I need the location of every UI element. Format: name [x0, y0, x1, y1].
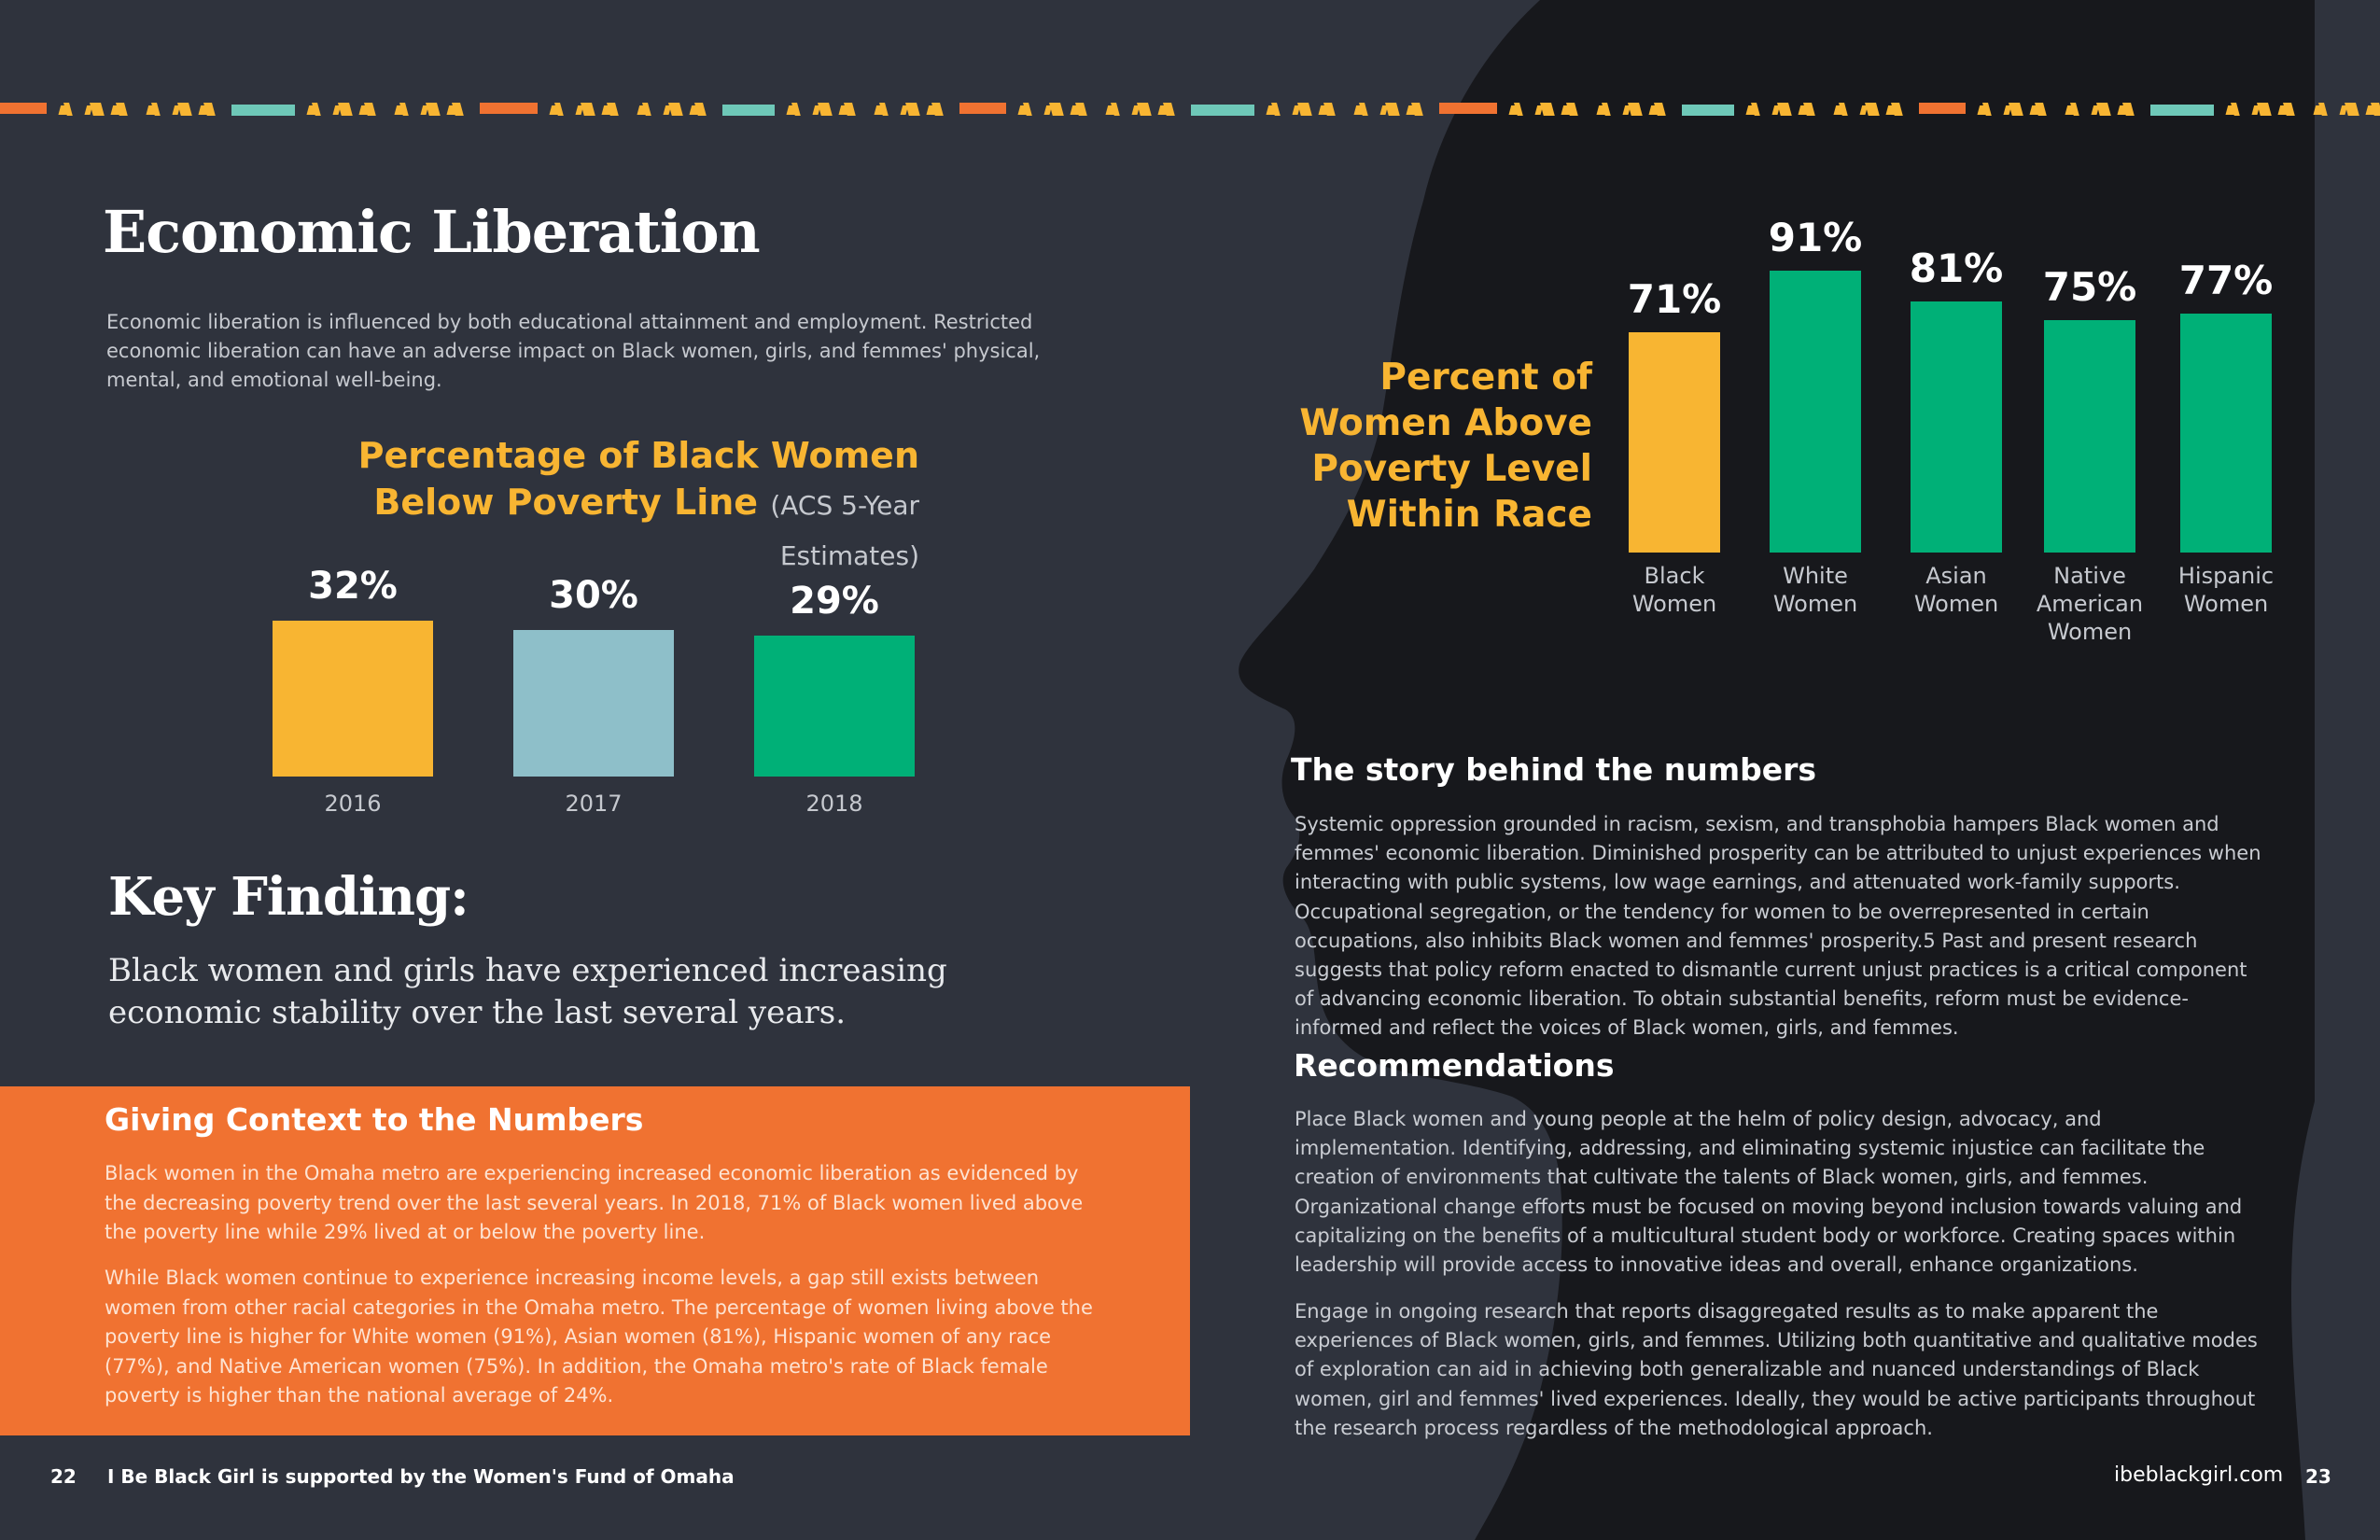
context-box: [0, 1086, 1190, 1435]
recommendations-paragraph-2: Engage in ongoing research that reports …: [1295, 1300, 2258, 1439]
chart1-title: Percentage of Black Women Below Poverty …: [233, 432, 919, 580]
chart1-title-line2: Below Poverty Line: [373, 482, 759, 523]
chart2-title-line3: Poverty Level: [1311, 448, 1592, 490]
footer-website-link[interactable]: ibeblackgirl.com: [2114, 1463, 2284, 1487]
key-finding-body: Black women and girls have experienced i…: [108, 952, 947, 1031]
chart2-title-line1: Percent of: [1379, 357, 1592, 399]
page-title: Economic Liberation: [103, 198, 761, 266]
recommendations-title: Recommendations: [1294, 1047, 1615, 1084]
chart1-title-sub: (ACS 5-Year Estimates): [770, 490, 919, 571]
page-number-right: 23: [2305, 1465, 2331, 1488]
page-number-left: 22: [50, 1465, 77, 1488]
chart2-title: Percent of Women Above Poverty Level Wit…: [1269, 355, 1592, 538]
chart1-title-line1: Percentage of Black Women: [357, 435, 919, 476]
context-title: Giving Context to the Numbers: [105, 1101, 644, 1138]
context-paragraph-2: While Black women continue to experience…: [105, 1267, 1093, 1407]
recommendations-paragraph-1: Place Black women and young people at th…: [1295, 1108, 2243, 1277]
story-paragraph: Systemic oppression grounded in racism, …: [1295, 813, 2261, 1040]
intro-paragraph: Economic liberation is influenced by bot…: [106, 311, 1041, 391]
context-paragraph-1: Black women in the Omaha metro are exper…: [105, 1162, 1084, 1243]
footer-credit: I Be Black Girl is supported by the Wome…: [107, 1465, 735, 1488]
decorative-border: [0, 103, 2380, 116]
key-finding-title: Key Finding:: [108, 866, 469, 928]
chart2-title-line4: Within Race: [1346, 494, 1592, 536]
chart2-title-line2: Women Above: [1299, 402, 1592, 444]
story-title: The story behind the numbers: [1291, 751, 1817, 788]
